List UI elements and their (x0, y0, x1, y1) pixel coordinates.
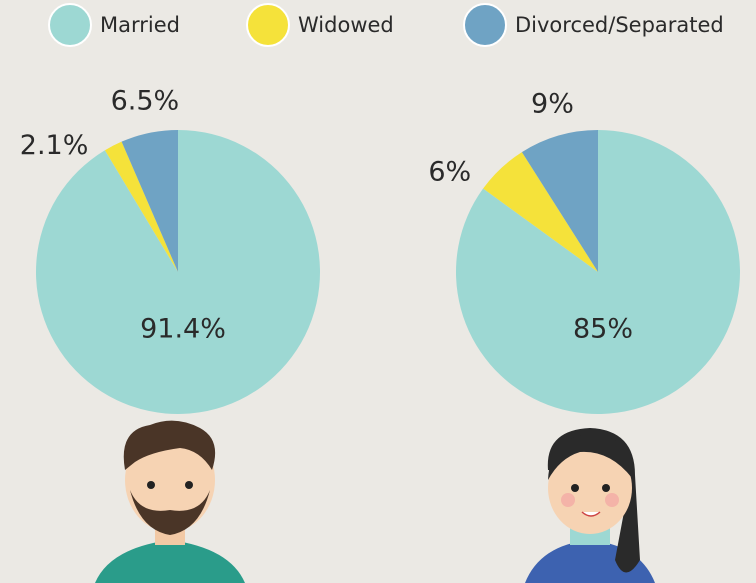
legend-label: Divorced/Separated (515, 13, 724, 37)
pie-value-label: 6.5% (111, 86, 180, 117)
legend-label: Married (100, 13, 180, 37)
chart: Married Widowed Divorced/Separated 91.4% 2.1… (0, 0, 756, 583)
pie-value-label: 91.4% (140, 314, 226, 345)
legend-label: Widowed (298, 13, 394, 37)
pie-value-label: 2.1% (20, 130, 89, 161)
legend-swatch (247, 4, 289, 46)
legend-swatch (464, 4, 506, 46)
pie-value-label: 6% (428, 156, 471, 187)
page: Married Widowed Divorced/Separated 91.4% 2.1… (0, 0, 756, 583)
pie-value-label: 9% (531, 89, 574, 120)
pie-value-label: 85% (573, 314, 633, 345)
legend-swatch (49, 4, 91, 46)
